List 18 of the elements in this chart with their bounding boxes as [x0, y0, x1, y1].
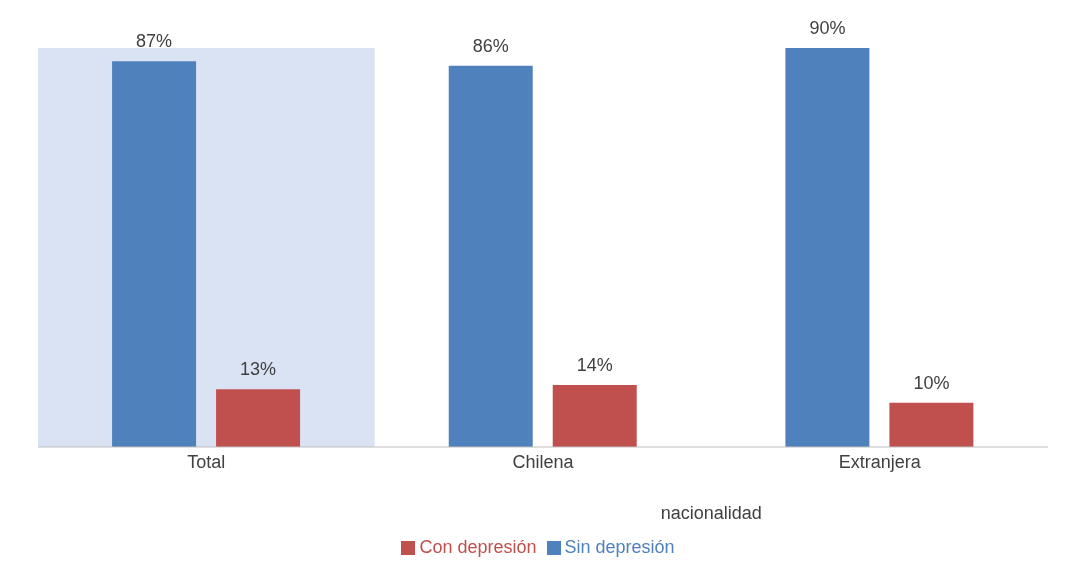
x-tick-label: Total — [187, 451, 226, 472]
legend-label: Sin depresión — [564, 537, 675, 557]
data-label: 87% — [136, 31, 173, 52]
data-label: 90% — [809, 18, 846, 38]
x-tick-label: Chilena — [512, 451, 575, 472]
data-label: 86% — [472, 35, 509, 56]
legend-label: Con depresión — [419, 537, 537, 557]
data-label: 10% — [913, 372, 950, 393]
bar — [216, 389, 301, 447]
bar — [889, 402, 974, 447]
x-axis-title: nacionalidad — [659, 503, 763, 524]
bar — [448, 65, 533, 447]
data-label: 14% — [576, 354, 613, 375]
x-tick-label: Extranjera — [838, 451, 922, 472]
data-label: 13% — [240, 359, 277, 380]
bar — [785, 48, 870, 447]
bar — [112, 61, 197, 447]
bar — [552, 384, 637, 447]
